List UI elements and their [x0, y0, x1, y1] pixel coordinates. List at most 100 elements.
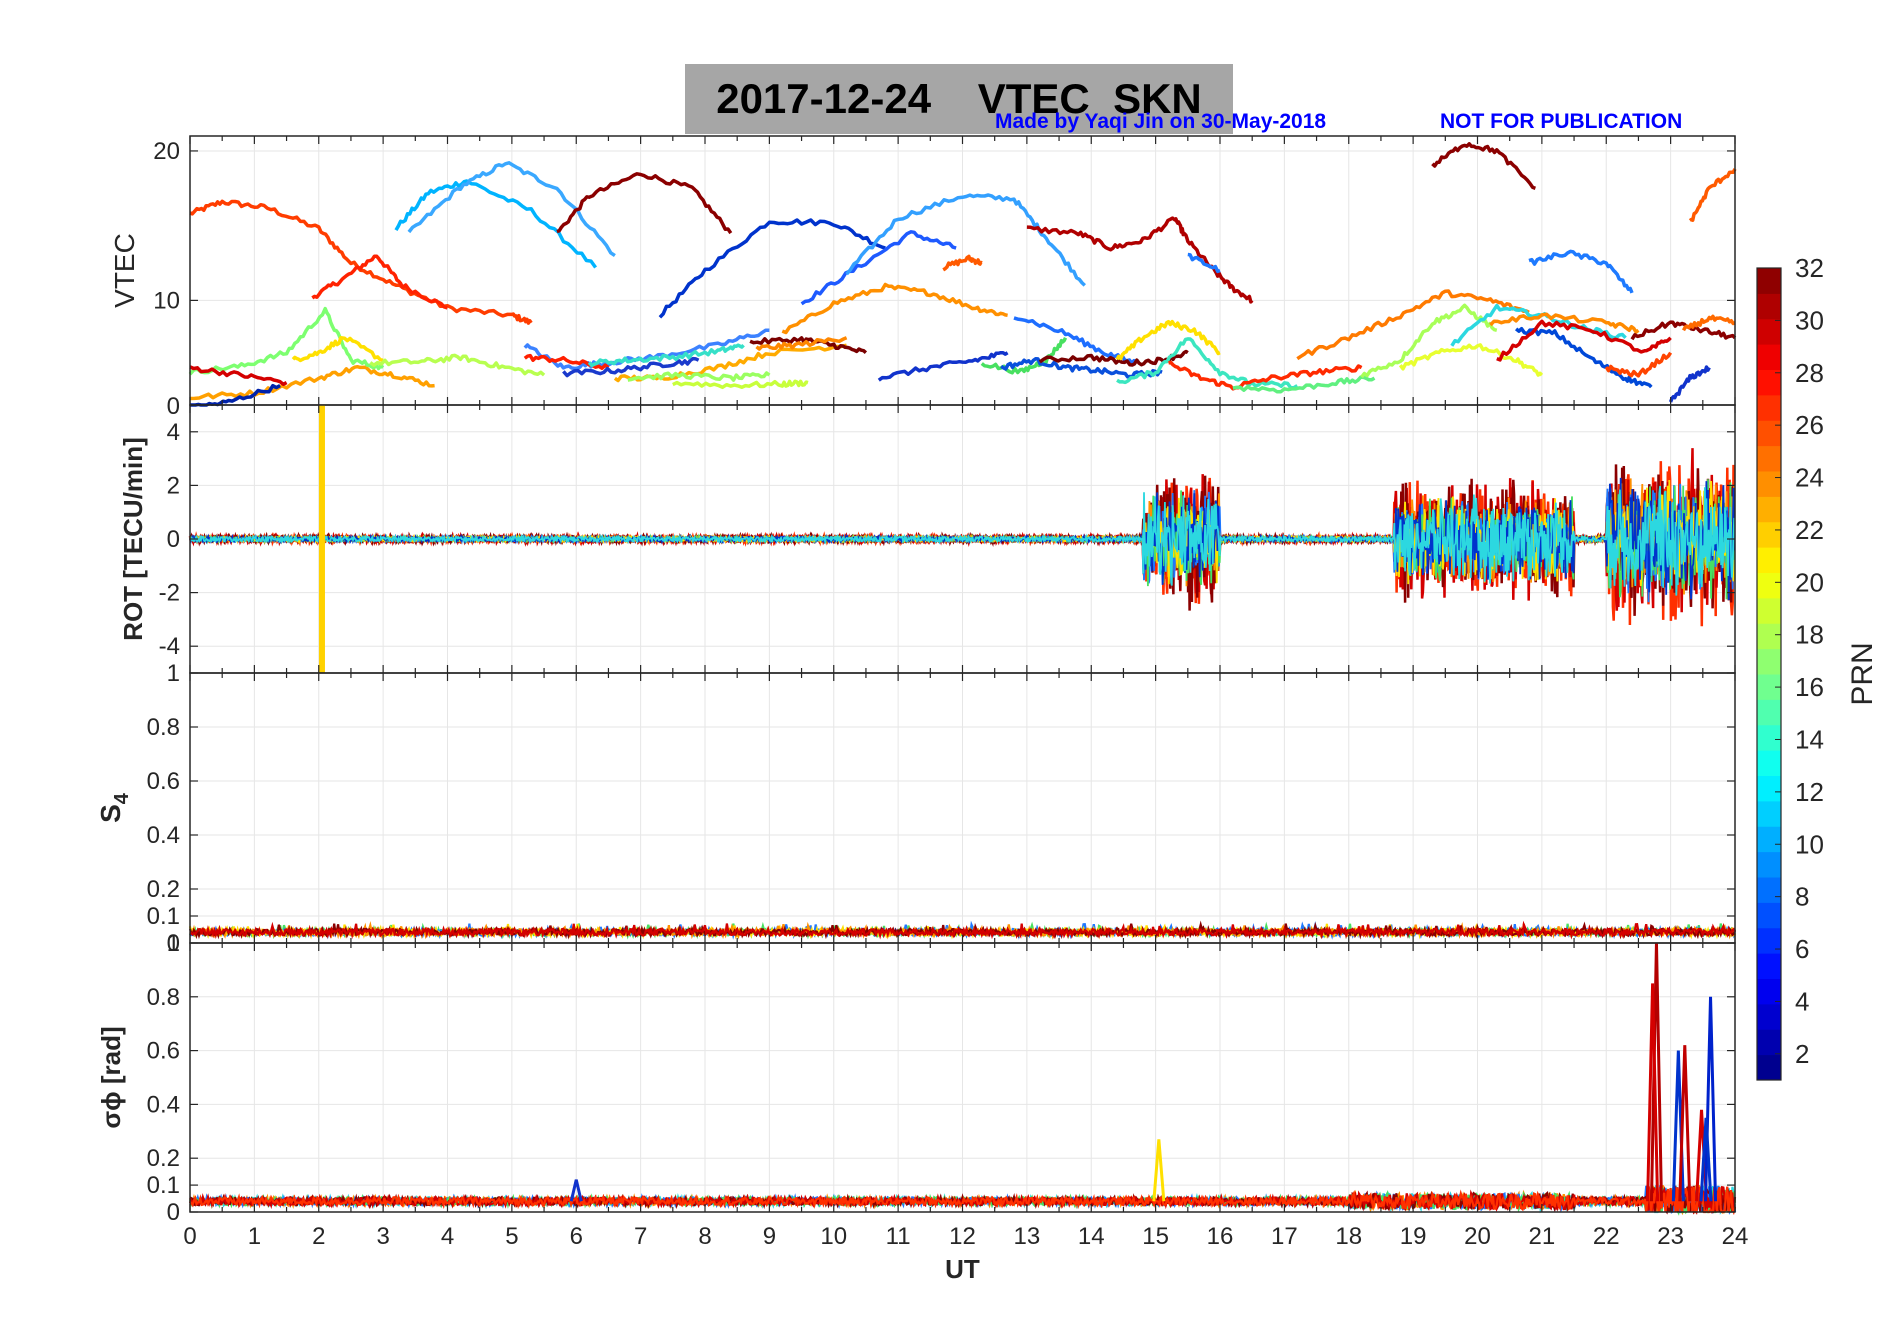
vtec-series-6	[800, 230, 957, 306]
colorbar-cell	[1757, 750, 1781, 776]
vtec-series-47	[1668, 365, 1711, 403]
x-tick-label: 15	[1142, 1223, 1169, 1250]
colorbar-cell	[1757, 623, 1781, 650]
colorbar-cell	[1757, 1054, 1781, 1081]
x-tick-label: 9	[763, 1223, 776, 1250]
y-tick-label: 0.1	[147, 903, 180, 930]
vtec-series-9	[1026, 216, 1254, 304]
sigma-peak-7	[1152, 1139, 1166, 1202]
y-tick-label: 0	[167, 1199, 180, 1226]
y-tick-label: 1	[167, 930, 180, 957]
vtec-series-24	[672, 379, 809, 390]
colorbar-cell	[1757, 521, 1781, 548]
vtec-series-14	[291, 336, 384, 363]
colorbar-cell	[1757, 471, 1781, 497]
vtec-series-27	[877, 350, 1009, 382]
x-axis-label: UT	[945, 1254, 980, 1284]
page-title: 2017-12-24 VTEC SKN	[716, 75, 1202, 122]
y-tick-label: -2	[159, 580, 180, 607]
colorbar-cell	[1757, 953, 1781, 979]
y-tick-label: 0.8	[147, 714, 180, 741]
x-tick-label: 2	[312, 1223, 325, 1250]
colorbar-tick-label: 2	[1795, 1039, 1809, 1069]
colorbar-tick-label: 22	[1795, 515, 1824, 545]
x-tick-label: 14	[1078, 1223, 1105, 1250]
x-tick-label: 13	[1014, 1223, 1041, 1250]
colorbar-cell	[1757, 978, 1781, 1005]
x-tick-label: 18	[1335, 1223, 1362, 1250]
vtec-series-1	[311, 254, 448, 310]
colorbar-tick-label: 14	[1795, 724, 1824, 754]
colorbar-tick-label: 30	[1795, 305, 1824, 335]
vtec-series-21	[587, 343, 745, 368]
vtec-series-40	[1489, 312, 1640, 334]
x-tick-label: 6	[570, 1223, 583, 1250]
y-tick-label: 0	[167, 526, 180, 553]
vtec-series-33	[1116, 337, 1299, 390]
colorbar-cell	[1757, 572, 1781, 599]
vtec-series-36	[1296, 289, 1530, 361]
y-tick-label: 0.4	[147, 822, 180, 849]
vtec-series-15	[369, 353, 546, 377]
vtec-series-46	[1681, 314, 1736, 332]
colorbar-label: PRN	[1846, 642, 1879, 705]
vtec-series-48	[1431, 142, 1536, 190]
colorbar-tick-label: 4	[1795, 986, 1809, 1016]
colorbar-cell	[1757, 394, 1781, 421]
s4-zero-label: 0	[167, 930, 180, 957]
colorbar-cell	[1757, 1029, 1781, 1056]
title-box	[685, 64, 1233, 134]
colorbar-cell	[1757, 902, 1781, 929]
y-tick-label: 0.4	[147, 1091, 180, 1118]
x-tick-label: 22	[1593, 1223, 1620, 1250]
colorbar-cell	[1757, 445, 1781, 472]
panel-ROT: ROT [TECU/min] -4 -2 0 2 4	[118, 404, 1736, 674]
sigma-series-6	[189, 1185, 1737, 1216]
vtec-series-10	[1187, 252, 1221, 274]
y-tick-label: 10	[153, 287, 180, 314]
x-tick-label: 21	[1529, 1223, 1556, 1250]
y-tick-label: 0.2	[147, 876, 180, 903]
colorbar-cell	[1757, 851, 1781, 878]
vtec-series-32	[1115, 319, 1221, 361]
x-tick-label: 4	[441, 1223, 454, 1250]
y-tick-label: 4	[167, 419, 180, 446]
colorbar-cell	[1757, 318, 1781, 345]
vtec-series-35	[1232, 375, 1376, 394]
vtec-series-41	[1514, 326, 1653, 389]
vtec-series-0	[189, 199, 533, 325]
vtec-series-18	[523, 328, 770, 371]
colorbar-tick-label: 20	[1795, 567, 1824, 597]
colorbar-cell	[1757, 496, 1781, 523]
y-tick-label: 0.8	[147, 984, 180, 1011]
colorbar-tick-label: 10	[1795, 829, 1824, 859]
vtec-series-25	[749, 336, 868, 355]
x-tick-label: 23	[1657, 1223, 1684, 1250]
y-tick-label: 20	[153, 138, 180, 165]
vtec-series-38	[1398, 343, 1544, 377]
y-tick-label: 0.2	[147, 1145, 180, 1172]
vtec-series-13	[188, 306, 385, 376]
colorbar-cell	[1757, 877, 1781, 903]
colorbar-tick-label: 28	[1795, 358, 1824, 388]
colorbar-cell	[1757, 699, 1781, 726]
y-tick-label: 0.1	[147, 1172, 180, 1199]
rot-series-8	[189, 485, 1736, 596]
vtec-series-26	[755, 336, 848, 351]
x-tick-label: 24	[1722, 1223, 1749, 1250]
vtec-series-2	[394, 179, 598, 269]
vtec-series-37	[1360, 303, 1498, 379]
panel-S4: S4 00.10.2 0.4 0.6 0.8 1	[95, 660, 1737, 957]
x-tick-label: 12	[949, 1223, 976, 1250]
colorbar-cell	[1757, 927, 1781, 954]
sigma-ylabel: σϕ [rad]	[96, 1026, 126, 1128]
colorbar-cell	[1757, 369, 1781, 396]
vtec-series-5	[658, 218, 886, 319]
colorbar-cell	[1757, 420, 1781, 447]
colorbar-cell	[1757, 724, 1781, 751]
vtec-series-34	[1168, 360, 1363, 391]
sigma-peak-6	[1699, 1117, 1713, 1202]
s4-series-5	[189, 920, 1736, 940]
x-tick-label: 11	[886, 1223, 911, 1250]
